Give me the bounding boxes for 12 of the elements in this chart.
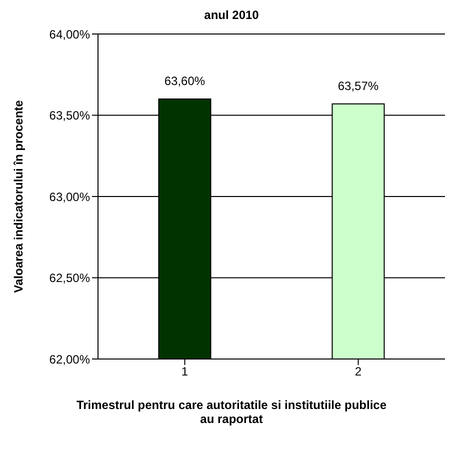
- y-tick-label: 63,00%: [49, 190, 90, 204]
- y-tick-label: 62,00%: [49, 352, 90, 366]
- data-label: 63,57%: [338, 78, 379, 93]
- x-axis-title: Trimestrul pentru care autoritatile si institutiile publice au raportat: [75, 397, 388, 426]
- y-tick-label: 64,00%: [49, 27, 90, 42]
- y-tick-label: 63,50%: [49, 108, 90, 123]
- x-tick-label: 1: [181, 364, 188, 379]
- x-tick-label: 2: [354, 364, 362, 379]
- y-axis-title: Valoarea indicatorului în procente: [11, 100, 26, 293]
- chart-title: anul 2010: [203, 8, 260, 24]
- data-label: 63,60%: [164, 74, 206, 88]
- y-tick-label: 62,50%: [49, 271, 90, 286]
